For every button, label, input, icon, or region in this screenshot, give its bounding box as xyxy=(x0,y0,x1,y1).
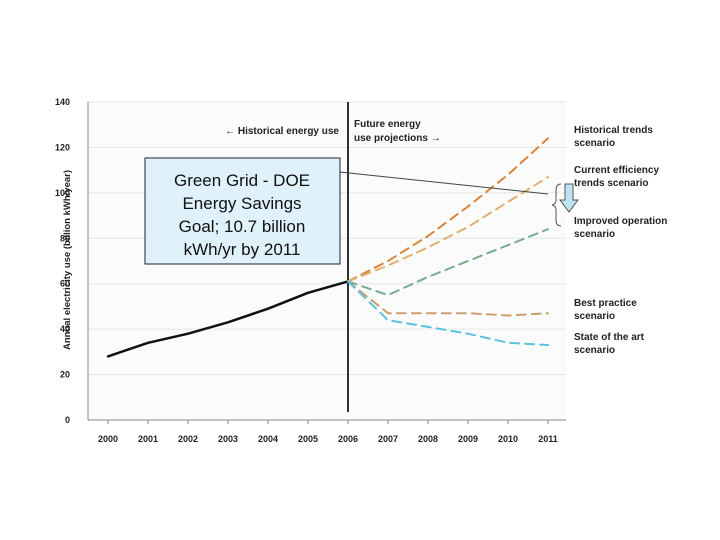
x-tick-label-2003: 2003 xyxy=(218,434,238,444)
x-tick-label-2011: 2011 xyxy=(538,434,558,444)
callout-line-4: kWh/yr by 2011 xyxy=(184,240,301,259)
range-brace-icon xyxy=(551,183,562,227)
series-lines xyxy=(106,137,549,358)
series-label-improved-operation-scenario-1: Improved operation xyxy=(574,216,667,227)
y-axis-label: Annual electricity use (billion kWh/year… xyxy=(62,170,73,350)
labels: Historical trends scenario Current efficie… xyxy=(574,125,667,356)
callout-leader-line xyxy=(339,171,549,195)
series-line-best-practice-scenario xyxy=(347,280,549,317)
x-tick-label-2004: 2004 xyxy=(258,434,278,444)
series-label-current-efficiency-trends-scenario-1: Current efficiency xyxy=(574,165,659,176)
x-tick-label-2001: 2001 xyxy=(138,434,158,444)
series-line-historical-energy-use xyxy=(106,280,350,358)
x-tick-label-2007: 2007 xyxy=(378,434,398,444)
down-arrow-icon xyxy=(559,183,579,213)
callout-line-3: Goal; 10.7 billion xyxy=(179,217,306,236)
y-tick-label-60: 60 xyxy=(60,279,70,289)
callout-box xyxy=(144,157,341,265)
x-tick-label-2000: 2000 xyxy=(98,434,118,444)
y-tick-label-80: 80 xyxy=(60,233,70,243)
x-tick-label-2010: 2010 xyxy=(498,434,518,444)
series-label-best-practice-scenario-1: Best practice xyxy=(574,298,637,309)
series-label-current-efficiency-trends-scenario-2: trends scenario xyxy=(574,178,648,189)
historical-energy-use-label: ← Historical energy use xyxy=(225,126,339,137)
x-tick-label-2008: 2008 xyxy=(418,434,438,444)
x-tick-label-2006: 2006 xyxy=(338,434,358,444)
y-tick-label-20: 20 xyxy=(60,370,70,380)
series-label-historical-trends-scenario-2: scenario xyxy=(574,138,615,149)
y-tick-label-40: 40 xyxy=(60,324,70,334)
projection-label-line-1: Future energy xyxy=(354,119,421,130)
series-label-state-of-the-art-scenario-1: State of the art xyxy=(574,332,645,343)
y-tick-label-120: 120 xyxy=(55,142,70,152)
callout-line-2: Energy Savings xyxy=(182,194,301,213)
series-label-improved-operation-scenario-2: scenario xyxy=(574,229,615,240)
series-line-improved-operation-scenario xyxy=(347,228,549,297)
projection-label-line-2: use projections → xyxy=(354,133,441,144)
series-label-historical-trends-scenario-1: Historical trends xyxy=(574,125,653,136)
series-label-best-practice-scenario-2: scenario xyxy=(574,311,615,322)
series-line-current-efficiency-trends-scenario xyxy=(347,176,549,283)
x-tick-label-2002: 2002 xyxy=(178,434,198,444)
y-tick-label-0: 0 xyxy=(65,415,70,425)
x-tick-label-2009: 2009 xyxy=(458,434,478,444)
axes: 0 20 40 60 80 100 120 140 2000 2001 2002 2003 2004 20… xyxy=(55,97,566,444)
series-line-state-of-the-art-scenario xyxy=(347,280,549,346)
series-line-historical-trends-scenario xyxy=(347,137,549,283)
x-tick-label-2005: 2005 xyxy=(298,434,318,444)
series-label-state-of-the-art-scenario-2: scenario xyxy=(574,345,615,356)
y-tick-label-140: 140 xyxy=(55,97,70,107)
callout-line-1: Green Grid - DOE xyxy=(174,171,310,190)
y-tick-label-100: 100 xyxy=(55,188,70,198)
